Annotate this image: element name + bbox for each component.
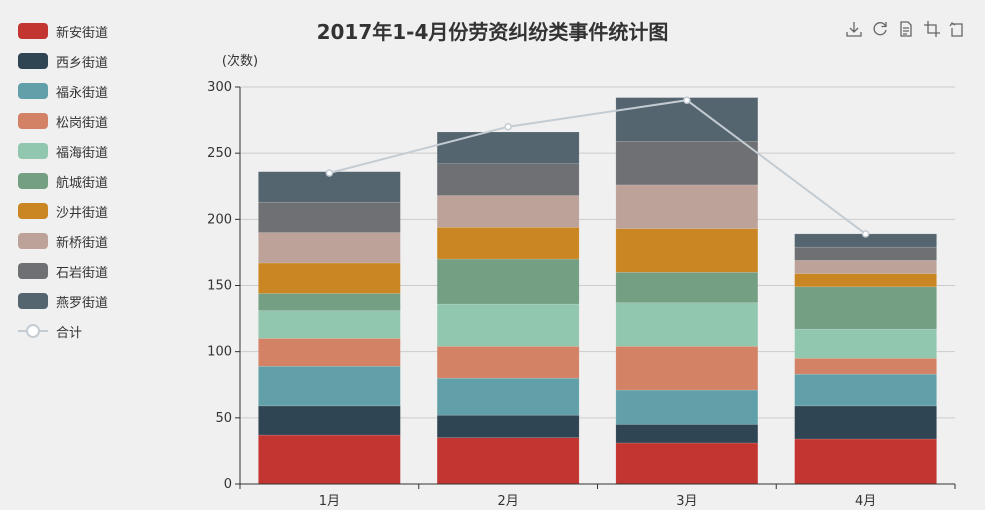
toolbox	[845, 20, 967, 38]
legend-label: 合计	[56, 325, 83, 341]
bar-segment	[615, 424, 759, 444]
total-point	[504, 122, 512, 131]
y-tick-label: 250	[207, 146, 232, 161]
legend-item[interactable]: 福海街道	[18, 136, 108, 166]
x-tick-label: 1月	[319, 494, 340, 509]
y-tick-label: 300	[207, 80, 232, 95]
legend-item[interactable]: 石岩街道	[18, 256, 108, 286]
bar-segment	[794, 286, 937, 330]
legend-swatch	[18, 263, 48, 279]
bar-segment	[436, 437, 580, 485]
bar-segment	[794, 328, 937, 359]
legend-label: 沙井街道	[56, 205, 109, 221]
bar-segment	[436, 346, 580, 379]
legend-item[interactable]: 新桥街道	[18, 226, 108, 256]
bar-segment	[258, 262, 401, 294]
bar-segment	[615, 272, 759, 303]
legend-label: 新桥街道	[56, 235, 109, 251]
bar-segment	[794, 438, 937, 485]
zoom-reset-icon[interactable]	[949, 20, 967, 38]
bar-segment	[615, 97, 759, 142]
total-point	[683, 96, 691, 104]
legend-line-swatch	[18, 323, 48, 339]
total-line	[329, 99, 867, 235]
legend-item[interactable]: 燕罗街道	[18, 286, 108, 316]
legend-label: 松岗街道	[56, 115, 109, 131]
bar-segment	[615, 302, 759, 347]
bar-segment	[794, 273, 937, 288]
bar-segment	[436, 163, 580, 196]
legend-swatch	[18, 293, 48, 309]
bar-segment	[436, 195, 580, 228]
zoom-icon[interactable]	[923, 20, 941, 38]
legend-item[interactable]: 松岗街道	[18, 106, 108, 136]
bar-segment	[258, 365, 401, 407]
bar-segment	[258, 232, 401, 264]
data-view-icon[interactable]	[897, 20, 915, 38]
legend-item[interactable]: 新安街道	[18, 16, 108, 46]
legend-label: 西乡街道	[56, 55, 109, 71]
legend-item[interactable]: 西乡街道	[18, 46, 108, 76]
y-tick-label: 50	[215, 411, 232, 426]
legend-swatch	[18, 233, 48, 249]
legend-item[interactable]: 福永街道	[18, 76, 108, 106]
total-point	[325, 169, 334, 177]
x-tick-label: 3月	[676, 494, 697, 509]
bar-segment	[615, 442, 759, 485]
bar-segment	[436, 131, 580, 165]
total-point	[861, 230, 870, 238]
legend-item[interactable]: 沙井街道	[18, 196, 108, 226]
bar-segment	[258, 405, 401, 436]
bar-segment	[436, 303, 580, 347]
legend-item[interactable]: 航城街道	[18, 166, 108, 196]
bar-segment	[794, 405, 937, 440]
bar-segment	[258, 434, 401, 485]
legend-swatch	[18, 23, 48, 39]
bar-segment	[615, 141, 759, 186]
download-icon[interactable]	[845, 20, 863, 38]
bar-segment	[615, 184, 759, 229]
chart-title: 2017年1-4月份劳资纠纷类事件统计图	[316, 20, 669, 44]
y-tick-label: 100	[207, 345, 232, 360]
legend-label: 石岩街道	[56, 265, 109, 281]
bar-segment	[258, 293, 401, 311]
y-tick-label: 200	[207, 212, 232, 227]
bar-segment	[258, 338, 401, 367]
x-tick-label: 4月	[855, 494, 876, 509]
bar-segment	[794, 246, 937, 261]
bar-segment	[794, 260, 937, 274]
legend-label: 燕罗街道	[56, 295, 109, 311]
legend-label: 福海街道	[56, 145, 109, 161]
legend-label: 航城街道	[56, 175, 109, 191]
bar-segment	[794, 358, 937, 375]
bar-segment	[258, 310, 401, 339]
y-tick-label: 150	[207, 279, 232, 294]
y-tick-label: 0	[224, 477, 232, 492]
x-tick-label: 2月	[497, 494, 518, 509]
bar-segment	[615, 389, 759, 425]
legend-swatch	[18, 113, 48, 129]
bar-segment	[258, 201, 401, 233]
legend-swatch	[18, 173, 48, 189]
bar-segment	[436, 414, 580, 438]
legend-label: 福永街道	[56, 85, 109, 101]
bar-segment	[436, 227, 580, 260]
legend-swatch	[18, 83, 48, 99]
legend-label: 新安街道	[56, 25, 109, 41]
y-axis-label: (次数)	[222, 53, 258, 69]
legend: 新安街道西乡街道福永街道松岗街道福海街道航城街道沙井街道新桥街道石岩街道燕罗街道…	[18, 16, 108, 346]
bar-segment	[615, 346, 759, 391]
bar-segment	[794, 373, 937, 407]
legend-swatch	[18, 53, 48, 69]
bar-segment	[436, 258, 580, 305]
legend-item-total[interactable]: 合计	[18, 316, 108, 346]
legend-swatch	[18, 143, 48, 159]
legend-swatch	[18, 203, 48, 219]
refresh-icon[interactable]	[871, 20, 889, 38]
bar-segment	[436, 377, 580, 416]
bar-segment	[615, 228, 759, 273]
